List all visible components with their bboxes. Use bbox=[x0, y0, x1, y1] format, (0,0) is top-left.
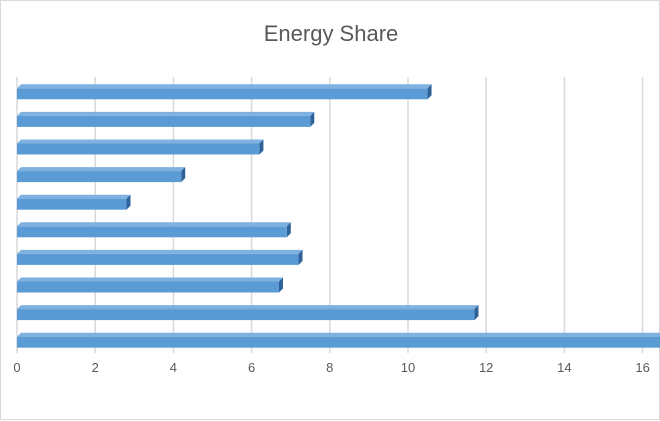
bar-side-face bbox=[310, 111, 315, 127]
x-tick-label: 4 bbox=[170, 360, 177, 375]
bar bbox=[17, 336, 660, 348]
bar-top-face bbox=[17, 167, 186, 172]
bar bbox=[17, 281, 279, 293]
bar-side-face bbox=[286, 222, 291, 238]
chart-title: Energy Share bbox=[263, 21, 399, 46]
x-tick-label: 6 bbox=[248, 360, 255, 375]
bar bbox=[17, 198, 127, 210]
bar-side-face bbox=[259, 139, 264, 155]
x-tick-label: 16 bbox=[635, 360, 649, 375]
bar-top-face bbox=[17, 84, 432, 89]
bar bbox=[17, 88, 428, 100]
bar-top-face bbox=[17, 222, 291, 227]
bar-side-face bbox=[181, 167, 186, 183]
bar-side-face bbox=[278, 277, 283, 293]
bar-top-face bbox=[17, 249, 303, 254]
bar bbox=[17, 115, 311, 127]
bar bbox=[17, 309, 475, 321]
bar-side-face bbox=[126, 194, 131, 210]
x-tick-label: 12 bbox=[479, 360, 493, 375]
x-tick-label: 2 bbox=[92, 360, 99, 375]
bar-top-face bbox=[17, 332, 660, 337]
x-tick-label: 8 bbox=[326, 360, 333, 375]
bar-side-face bbox=[474, 305, 479, 321]
x-tick-label: 14 bbox=[557, 360, 571, 375]
x-tick-label: 0 bbox=[13, 360, 20, 375]
bar bbox=[17, 226, 287, 238]
bar-side-face bbox=[298, 249, 303, 265]
bar bbox=[17, 143, 260, 155]
bar-side-face bbox=[427, 84, 432, 100]
bar bbox=[17, 253, 299, 265]
x-tick-label: 10 bbox=[401, 360, 415, 375]
bar-top-face bbox=[17, 111, 315, 116]
bar-top-face bbox=[17, 194, 131, 199]
bar-top-face bbox=[17, 277, 283, 282]
bar-top-face bbox=[17, 139, 264, 144]
bar-top-face bbox=[17, 305, 479, 310]
bar bbox=[17, 171, 182, 183]
